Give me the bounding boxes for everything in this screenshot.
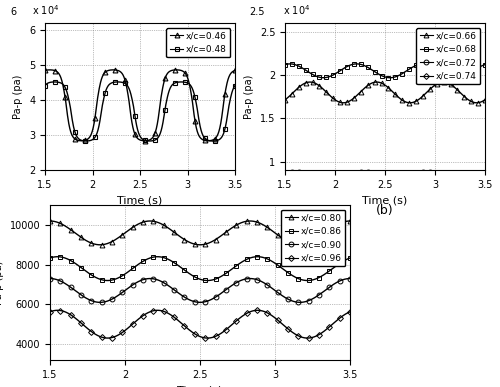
Text: (a): (a) <box>131 204 149 217</box>
Text: 6: 6 <box>11 7 17 17</box>
Y-axis label: Pa-p (pa): Pa-p (pa) <box>0 260 4 305</box>
Y-axis label: Pa-p (pa): Pa-p (pa) <box>244 75 254 119</box>
Y-axis label: Pa-p (pa): Pa-p (pa) <box>14 75 24 119</box>
X-axis label: Time (s): Time (s) <box>118 195 162 205</box>
Legend: x/c=0.66, x/c=0.68, x/c=0.72, x/c=0.74: x/c=0.66, x/c=0.68, x/c=0.72, x/c=0.74 <box>416 28 480 84</box>
Text: x 10$^4$: x 10$^4$ <box>32 3 59 17</box>
Text: (b): (b) <box>376 204 394 217</box>
Text: 2.5: 2.5 <box>249 7 264 17</box>
Text: x 10$^4$: x 10$^4$ <box>283 3 310 17</box>
X-axis label: Time (s): Time (s) <box>362 195 408 205</box>
Legend: x/c=0.46, x/c=0.48: x/c=0.46, x/c=0.48 <box>166 28 230 58</box>
Legend: x/c=0.80, x/c=0.86, x/c=0.90, x/c=0.96: x/c=0.80, x/c=0.86, x/c=0.90, x/c=0.96 <box>281 210 345 266</box>
X-axis label: Time (s): Time (s) <box>178 385 222 387</box>
